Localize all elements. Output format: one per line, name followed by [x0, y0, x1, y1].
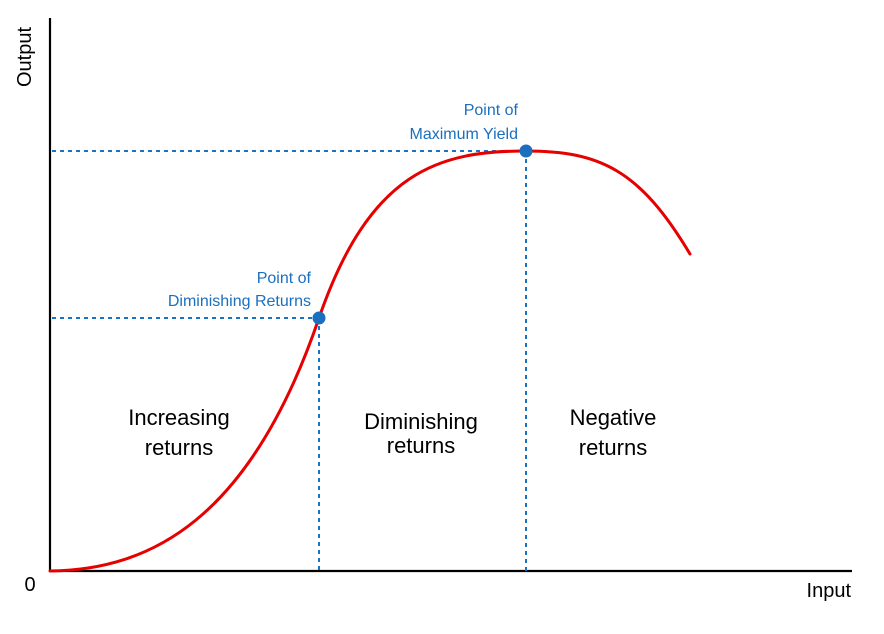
point-diminishing-label-line-1: Point of — [257, 270, 312, 287]
x-axis-label: Input — [807, 580, 852, 602]
region-increasing-line-2: returns — [145, 435, 213, 460]
region-negative-line-1: Negative — [570, 405, 657, 430]
point-of-maximum-yield-marker — [519, 144, 533, 158]
region-diminishing-line-1: Diminishing — [364, 409, 478, 434]
point-maximum-label-line-1: Point of — [464, 102, 519, 119]
region-diminishing-line-2: returns — [387, 433, 455, 458]
origin-label: 0 — [24, 574, 35, 596]
point-maximum-label-line-2: Maximum Yield — [410, 126, 518, 143]
y-axis-label: Output — [14, 27, 36, 87]
point-of-diminishing-returns-marker — [312, 311, 326, 325]
region-negative-line-2: returns — [579, 435, 647, 460]
total-product-curve — [48, 149, 692, 573]
region-increasing-line-1: Increasing — [128, 405, 230, 430]
point-diminishing-label-line-2: Diminishing Returns — [168, 293, 311, 310]
